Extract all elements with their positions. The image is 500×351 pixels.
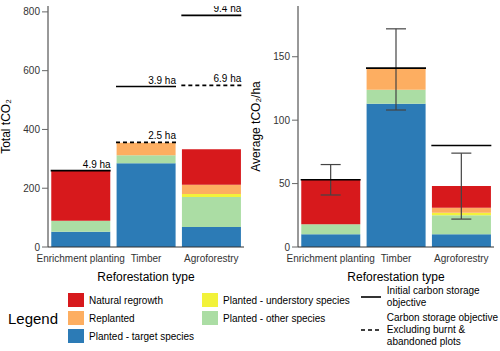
svg-text:Reforestation type: Reforestation type xyxy=(97,270,195,284)
svg-text:Timber: Timber xyxy=(381,253,412,264)
svg-text:600: 600 xyxy=(23,65,40,76)
svg-text:0: 0 xyxy=(284,242,290,253)
html-text:Planted - target species: Planted - target species xyxy=(89,330,195,342)
svg-text:50: 50 xyxy=(279,178,291,189)
svg-text:200: 200 xyxy=(23,183,40,194)
html-text:Planted - understory species: Planted - understory species xyxy=(223,294,350,306)
svg-text:100: 100 xyxy=(273,115,290,126)
svg-text:Total tCO₂: Total tCO₂ xyxy=(8,99,13,154)
html-text:Initial carbon storage objecti: Initial carbon storage objective xyxy=(386,285,480,308)
svg-text:Enrichment planting: Enrichment planting xyxy=(286,253,374,264)
svg-text:4.9 ha: 4.9 ha xyxy=(83,159,111,170)
html-text:Replanted: Replanted xyxy=(89,312,135,324)
html-text:Natural regrowth: Natural regrowth xyxy=(89,294,163,306)
svg-text:Reforestation type: Reforestation type xyxy=(347,270,445,284)
svg-text:Agroforestry: Agroforestry xyxy=(434,253,488,264)
svg-text:Enrichment planting: Enrichment planting xyxy=(36,253,124,264)
html-text:Carbon storage objective Exclu: Carbon storage objective Excluding burnt… xyxy=(386,312,498,347)
svg-text:800: 800 xyxy=(23,6,40,17)
svg-text:400: 400 xyxy=(23,124,40,135)
svg-text:3.9 ha: 3.9 ha xyxy=(148,75,176,86)
svg-text:Agroforestry: Agroforestry xyxy=(184,253,238,264)
html-text:Legend: Legend xyxy=(8,309,59,327)
svg-text:0: 0 xyxy=(34,242,40,253)
html-text:Planted - other species: Planted - other species xyxy=(223,312,326,324)
svg-text:Average tCO₂/ha: Average tCO₂/ha xyxy=(250,81,263,172)
svg-text:150: 150 xyxy=(273,51,290,62)
svg-text:Timber: Timber xyxy=(131,253,162,264)
svg-text:9.4 ha: 9.4 ha xyxy=(214,6,242,14)
svg-text:6.9 ha: 6.9 ha xyxy=(214,73,242,84)
svg-text:2.5 ha: 2.5 ha xyxy=(148,130,176,141)
